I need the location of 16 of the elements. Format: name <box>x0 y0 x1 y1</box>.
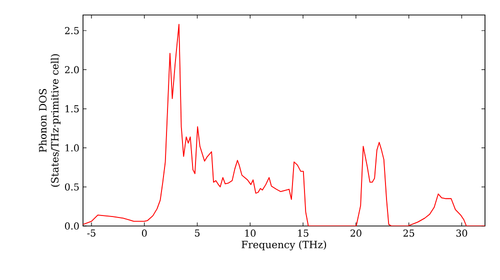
y-tick-label: 2.0 <box>65 66 79 74</box>
x-tick-label: 0 <box>142 230 147 237</box>
y-tick-label: 0.5 <box>64 183 79 191</box>
x-tick-label: 30 <box>456 230 468 237</box>
y-tick-label: 1.0 <box>66 144 79 152</box>
y-tick-label: 1.5 <box>66 105 79 112</box>
x-tick-label: 15 <box>298 230 308 237</box>
x-tick-label: 25 <box>403 230 414 237</box>
x-tick-label: -5 <box>87 230 96 237</box>
x-axis-title: Frequency (THz) <box>242 240 326 250</box>
x-tick-label: 10 <box>245 230 256 237</box>
x-tick-label: 20 <box>350 230 362 237</box>
y-tick-label: 2.5 <box>65 27 79 34</box>
y-tick-label: 0.0 <box>64 222 79 230</box>
x-tick-label: 5 <box>195 230 200 237</box>
y-axis-title: Phonon DOS (States/THz·primitive cell) <box>38 54 61 187</box>
